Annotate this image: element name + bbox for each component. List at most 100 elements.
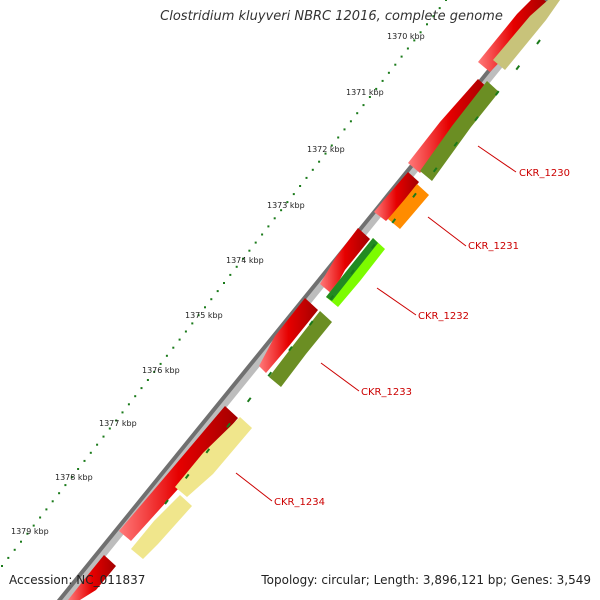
ruler-dot [108,427,111,430]
ruler-label: 1373 kbp [267,201,305,210]
ruler-dot [337,136,340,139]
gene-label-CKR_1233[interactable]: CKR_1233 [361,387,412,398]
inner-tick-marks [164,39,541,505]
inner-tick [308,320,314,326]
ruler-label: 1370 kbp [387,32,425,41]
ruler-dot [356,112,359,115]
ruler-dot [26,532,29,535]
map-title: Clostridium kluyveri NBRC 12016, complet… [160,9,503,24]
leader-CKR_1230 [477,145,517,173]
gene-label-CKR_1231[interactable]: CKR_1231 [468,241,519,252]
ruler-dot [64,484,67,487]
ruler-dot [394,63,397,66]
inner-tick [329,295,335,301]
inner-tick [474,116,479,122]
gene-label-CKR_1230[interactable]: CKR_1230 [519,168,570,179]
inner-tick [515,64,521,71]
ruler-dot [178,338,181,341]
ruler-label: 1372 kbp [307,145,345,154]
ruler-dot [20,540,22,543]
ruler-dot [400,55,403,58]
gene-forward-6[interactable] [119,406,238,541]
ruler-dot [318,160,321,163]
ruler-dot [7,556,10,559]
ruler-dot [1,565,3,567]
gene-forward-4[interactable] [320,228,370,294]
inner-tick [350,269,355,275]
ruler-dot [184,330,187,333]
gene-CKR_1230[interactable] [420,81,499,181]
ruler-dot [299,185,302,187]
ruler-dot [210,298,213,301]
leader-CKR_1231 [427,216,467,247]
ruler-dot [172,346,175,349]
ruler-label: 1374 kbp [226,256,264,265]
ruler-dot [254,241,257,244]
ruler-dot [32,524,35,527]
ruler-dot [159,362,162,365]
ruler-dot [235,265,238,268]
leader-CKR_1234 [235,472,273,502]
ruler-dot [387,71,390,74]
inner-tick [453,141,459,147]
ruler-dot [13,548,16,551]
position-ruler: 1370 kbp 1371 kbp 1372 kbp 1373 kbp 1374 kbp… [1,0,447,567]
label-leaders [235,145,517,502]
inner-tick [391,218,397,224]
ruler-dot [292,193,295,196]
ruler-dot [381,79,384,82]
ruler-dot [83,459,86,462]
ruler-dot [58,492,61,495]
ruler-dot [438,7,441,10]
gene-forward-5[interactable] [259,298,318,373]
inner-tick [370,243,376,249]
inner-tick [164,499,169,505]
gene-CKR_1233[interactable] [269,311,332,387]
ruler-dot [426,23,428,26]
gene-label-CKR_1234[interactable]: CKR_1234 [274,497,325,508]
ruler-dot [229,273,232,276]
ruler-dot [115,419,118,422]
gene-CKR_1234[interactable] [175,417,252,497]
ruler-dot [89,451,92,454]
ruler-dot [223,282,225,284]
ruler-dot [165,354,168,357]
gene-forward-3[interactable] [374,172,419,221]
inner-tick [432,167,438,173]
ruler-dot [261,233,264,236]
gene-khaki-1[interactable] [493,0,560,70]
inner-tick [288,346,293,352]
inner-tick [267,371,273,377]
gene-pale-yellow-2[interactable] [131,495,192,559]
ruler-dot [349,120,352,123]
gene-CKR_1231[interactable] [388,184,429,229]
ruler-dot [445,0,447,1]
gene-label-CKR_1232[interactable]: CKR_1232 [418,311,469,322]
ruler-dot [153,370,156,373]
ruler-dot [216,290,219,293]
ruler-dot [375,87,378,90]
inner-tick [494,90,500,96]
ruler-dot [197,314,200,317]
gene-forward-2[interactable] [408,79,490,173]
ruler-label: 1378 kbp [55,473,93,482]
ruler-dot [280,209,283,212]
ruler-dot [305,176,308,179]
ruler-label: 1376 kbp [142,366,180,375]
ruler-dot [248,249,251,252]
ruler-dot [286,201,289,204]
ruler-dot [191,322,194,325]
ruler-dot [330,144,333,147]
ruler-dot [362,104,365,107]
inner-tick [412,192,417,198]
ruler-dot [39,516,42,519]
ruler-dot [102,435,105,438]
gene-features [68,0,560,600]
ruler-dot [70,476,73,479]
inner-tick [226,422,231,428]
ruler-dot [413,39,416,42]
ruler-dot [146,379,149,381]
inner-tick [246,397,252,403]
gene-forward-7[interactable] [68,555,116,600]
